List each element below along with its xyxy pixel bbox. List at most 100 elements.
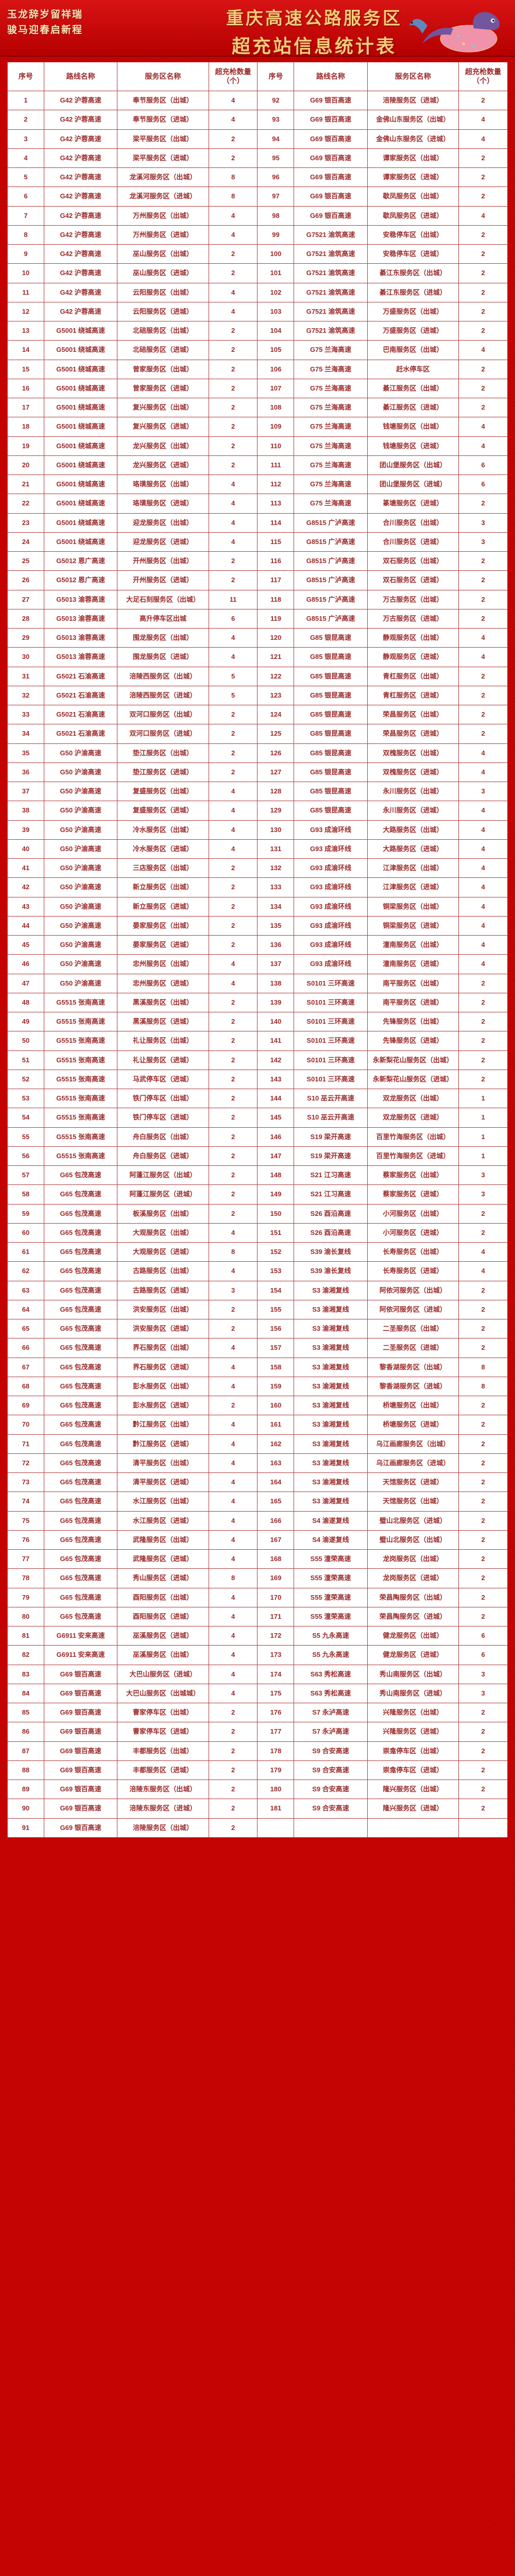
table-cell: S3 渝湘复线 (294, 1453, 367, 1472)
table-cell: 界石服务区（进城） (117, 1358, 209, 1377)
table-row: 21 G5001 绕城高速 珞璜服务区（出城） 4 112 G75 兰海高速 团山堡服务区（… (8, 475, 508, 494)
table-cell: G85 银昆高速 (294, 801, 367, 820)
table-cell: 二圣服务区（进城） (367, 1338, 459, 1358)
table-cell: G42 沪蓉高速 (44, 245, 117, 264)
table-cell: G65 包茂高速 (44, 1588, 117, 1607)
table-cell: G65 包茂高速 (44, 1396, 117, 1415)
table-cell: G93 成渝环线 (294, 878, 367, 897)
col-header-0: 序号 (8, 62, 44, 91)
table-row: 5 G42 沪蓉高速 龙溪河服务区（出城） 8 96 G69 银百高速 谭家服务区（进城） 2 (8, 168, 508, 187)
table-cell: 2 (209, 321, 258, 341)
table-cell: 4 (209, 1262, 258, 1281)
table-cell: 巫溪服务区（进城） (117, 1626, 209, 1646)
table-cell: S9 合安高速 (294, 1741, 367, 1760)
table-cell: 2 (459, 1031, 508, 1050)
table-cell: 60 (8, 1223, 44, 1242)
table-cell: 合川服务区（出城） (367, 513, 459, 532)
table-cell: 围龙服务区（出城） (117, 629, 209, 648)
table-cell: 165 (258, 1492, 294, 1511)
table-cell: 2 (209, 398, 258, 417)
table-cell: 85 (8, 1703, 44, 1722)
table-cell: S26 酉沿高速 (294, 1223, 367, 1242)
table-cell: 1 (459, 1089, 508, 1108)
table-cell: 垫江服务区（出城） (117, 743, 209, 762)
table-cell: 2 (459, 1473, 508, 1492)
table-cell: 6 (209, 609, 258, 628)
table-cell: 2 (459, 1319, 508, 1338)
table-row: 49 G5515 张南高速 黑溪服务区（进城） 2 140 S0101 三环高速 先锋服务区… (8, 1012, 508, 1031)
table-row: 68 G65 包茂高速 彭水服务区（出城） 4 159 S3 渝湘复线 黎香湖服务区（进城）… (8, 1377, 508, 1396)
table-cell: 4 (209, 1588, 258, 1607)
table-cell: 江津服务区（进城） (367, 878, 459, 897)
table-cell: 隆兴服务区（出城） (367, 1780, 459, 1799)
table-cell: G75 兰海高速 (294, 341, 367, 360)
table-cell: 4 (209, 206, 258, 225)
table-cell: G65 包茂高速 (44, 1166, 117, 1185)
table-cell: 4 (209, 782, 258, 801)
table-cell (367, 1818, 459, 1837)
table-row: 42 G50 沪渝高速 新立服务区（出城） 2 133 G93 成渝环线 江津服务区（进城）… (8, 878, 508, 897)
table-cell: 永川服务区（进城） (367, 801, 459, 820)
table-cell: 20 (8, 455, 44, 474)
table-cell: S19 梁开高速 (294, 1146, 367, 1165)
table-cell: 2 (209, 762, 258, 782)
table-cell: 4 (209, 532, 258, 551)
table-cell: S39 渝长复线 (294, 1243, 367, 1262)
table-cell: 开州服务区（进城） (117, 571, 209, 590)
table-cell: G5021 石渝高速 (44, 686, 117, 705)
table-cell: 153 (258, 1262, 294, 1281)
table-cell: 112 (258, 475, 294, 494)
table-cell: 2 (209, 148, 258, 167)
table-cell: 115 (258, 532, 294, 551)
table-cell: 2 (209, 1204, 258, 1223)
table-cell: 潼南服务区（进城） (367, 955, 459, 974)
table-cell: 4 (209, 1550, 258, 1569)
table-cell: 120 (258, 629, 294, 648)
table-row: 66 G65 包茂高速 界石服务区（出城） 4 157 S3 渝湘复线 二圣服务区（进城） 2 (8, 1338, 508, 1358)
table-cell: 4 (459, 762, 508, 782)
table-cell: G50 沪渝高速 (44, 820, 117, 839)
table-cell: 双槐服务区（进城） (367, 762, 459, 782)
table-cell: 璧山北服务区（进城） (367, 1511, 459, 1530)
table-cell: 綦江东服务区（进城） (367, 283, 459, 302)
table-cell: 2 (459, 302, 508, 321)
table-cell: 174 (258, 1665, 294, 1684)
table-cell: 2 (459, 590, 508, 609)
table-cell: 2 (459, 1799, 508, 1818)
table-row: 16 G5001 绕城高速 曾家服务区（进城） 2 107 G75 兰海高速 綦江服务区（出… (8, 379, 508, 398)
table-cell: G5021 石渝高速 (44, 724, 117, 743)
table-cell: 72 (8, 1453, 44, 1472)
table-cell: 先锋服务区（进城） (367, 1031, 459, 1050)
table-cell: 65 (8, 1319, 44, 1338)
table-cell: 4 (209, 1358, 258, 1377)
table-cell: G65 包茂高速 (44, 1415, 117, 1434)
table-row: 56 G5515 张南高速 舟白服务区（进城） 2 147 S19 梁开高速 百里竹海服务区… (8, 1146, 508, 1165)
table-cell: 56 (8, 1146, 44, 1165)
table-cell: 三店服务区（出城） (117, 859, 209, 878)
table-cell: 赶水停车区 (367, 360, 459, 379)
table-cell: 4 (8, 148, 44, 167)
table-cell: G65 包茂高速 (44, 1511, 117, 1530)
table-cell: 2 (459, 168, 508, 187)
table-cell: 双河口服务区（出城） (117, 705, 209, 724)
table-cell: 4 (209, 974, 258, 993)
table-row: 40 G50 沪渝高速 冷水服务区（进城） 4 131 G93 成渝环线 大路服务区（进城）… (8, 839, 508, 858)
table-cell: 2 (209, 993, 258, 1012)
table-cell: 44 (8, 916, 44, 935)
table-cell: 2 (209, 245, 258, 264)
table-cell: 2 (209, 1319, 258, 1338)
table-cell: 147 (258, 1146, 294, 1165)
table-cell: 南平服务区（进城） (367, 993, 459, 1012)
table-cell: 2 (459, 1396, 508, 1415)
table-cell: 67 (8, 1358, 44, 1377)
table-cell: 172 (258, 1626, 294, 1646)
table-cell: 1 (8, 91, 44, 110)
table-row: 32 G5021 石渝高速 涪陵西服务区（进城） 5 123 G85 银昆高速 青杠服务区（… (8, 686, 508, 705)
table-cell: 4 (459, 1243, 508, 1262)
table-cell: 160 (258, 1396, 294, 1415)
table-cell: G75 兰海高速 (294, 494, 367, 513)
table-cell: G5001 绕城高速 (44, 321, 117, 341)
table-cell: 2 (459, 552, 508, 571)
table-cell: 丰都服务区（进城） (117, 1760, 209, 1780)
table-cell: 北碚服务区（出城） (117, 321, 209, 341)
